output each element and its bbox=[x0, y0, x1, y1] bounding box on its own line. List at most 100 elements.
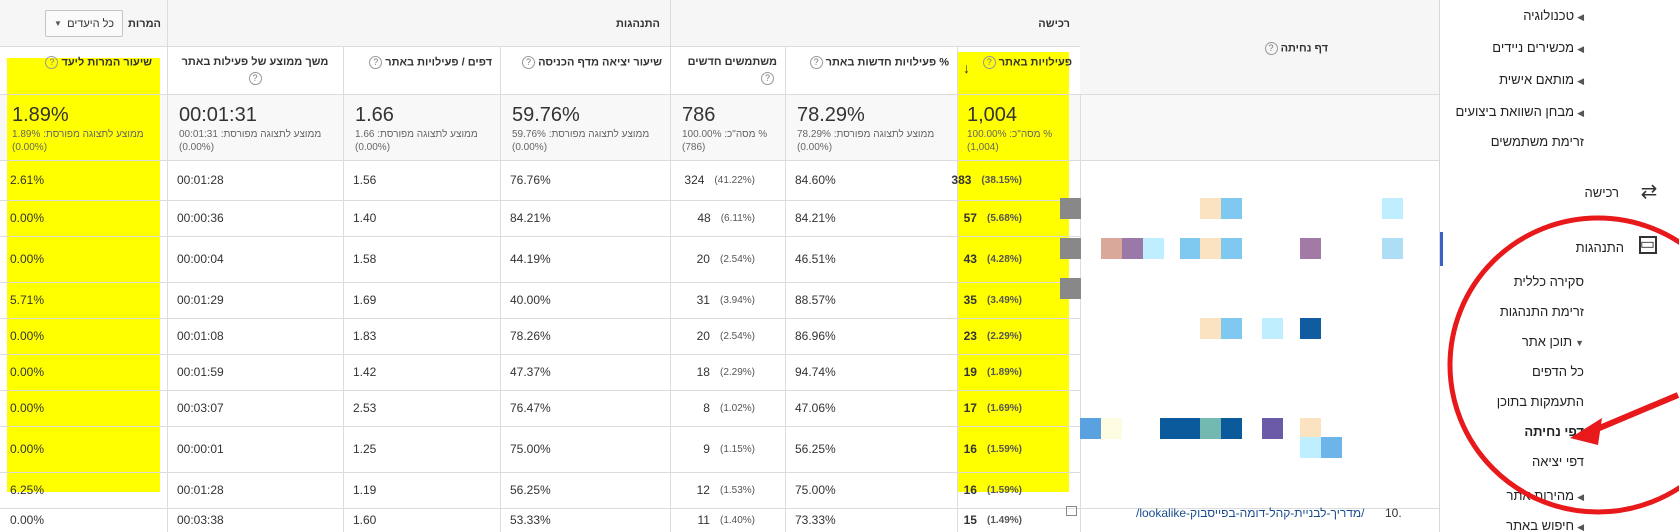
cell-new-users: 12 (1.53%) bbox=[670, 472, 785, 508]
cell-bounce: 84.21% bbox=[510, 211, 551, 225]
goal-selector-label: כל היעדים bbox=[67, 17, 114, 30]
acquisition-icon: ⇄ bbox=[1640, 181, 1658, 203]
sidebar-behavior-item-8[interactable]: ◀חיפוש באתר bbox=[1506, 518, 1584, 532]
sessions-value: 16 bbox=[963, 442, 977, 456]
column-header-goal-conversion[interactable]: שיעור המרות ליעד? bbox=[7, 46, 160, 94]
sidebar-item-2[interactable]: ◀מותאם אישית bbox=[1499, 72, 1584, 87]
cell-sessions: 43 (4.28%) bbox=[957, 236, 1080, 282]
cell-conv: 6.25% bbox=[10, 483, 45, 497]
cell-new_pct: 56.25% bbox=[795, 442, 836, 456]
summary-goal-conversion: 1.89% ממוצע לתצוגה מפורסת: 1.89% (0.00%) bbox=[12, 104, 144, 153]
summary-avg-duration: 00:01:31 ממוצע לתצוגה מפורסת: 00:01:31 (… bbox=[179, 104, 322, 153]
new-users-value: 31 bbox=[696, 293, 710, 307]
cell-pages: 1.25 bbox=[353, 442, 377, 456]
sidebar-behavior-item-6[interactable]: דפי יציאה bbox=[1532, 454, 1584, 469]
column-header-new-users[interactable]: משתמשים חדשים? bbox=[687, 56, 777, 85]
column-header-new-sessions-pct[interactable]: % פעילויות חדשות באתר? bbox=[785, 46, 957, 94]
sidebar-section-acquisition[interactable]: רכישה bbox=[1584, 185, 1620, 200]
sidebar-item-label: תוכן אתר bbox=[1521, 334, 1573, 349]
annotation-arrow bbox=[1588, 392, 1679, 435]
chevron-left-icon: ◀ bbox=[1577, 76, 1584, 86]
sessions-pct: (1.69%) bbox=[986, 402, 1022, 414]
cell-duration: 00:03:38 bbox=[177, 513, 224, 527]
cell-pages: 1.69 bbox=[353, 293, 377, 307]
sidebar-behavior-item-3[interactable]: כל הדפים bbox=[1532, 364, 1584, 379]
conversion-highlight bbox=[7, 58, 160, 492]
help-icon[interactable]: ? bbox=[1264, 42, 1278, 55]
sidebar-item-label: דפי יציאה bbox=[1532, 454, 1584, 469]
landing-page-link[interactable]: /lookalike-מדריך-לבניית-קהל-דומה-בפייסבו… bbox=[1136, 506, 1365, 520]
sidebar-item-4[interactable]: זרימת משתמשים bbox=[1491, 134, 1584, 149]
goal-selector-dropdown[interactable]: כל היעדים ▼ bbox=[45, 10, 123, 37]
sidebar-item-label: סקירה כללית bbox=[1513, 274, 1584, 289]
help-icon[interactable]: ? bbox=[761, 72, 774, 85]
sidebar-behavior-item-5[interactable]: דפי נחיתה bbox=[1524, 424, 1584, 439]
sidebar-item-label: טכנולוגיה bbox=[1523, 8, 1575, 23]
new-users-value: 20 bbox=[696, 329, 710, 343]
sessions-pct: (5.68%) bbox=[986, 212, 1022, 224]
column-header-landing-page[interactable]: דף נחיתה? bbox=[1080, 0, 1439, 94]
sidebar-section-behavior[interactable]: התנהגות bbox=[1575, 240, 1624, 255]
cell-conv: 0.00% bbox=[10, 401, 45, 415]
chevron-left-icon: ◀ bbox=[1577, 44, 1584, 54]
sidebar-item-label: מהירות אתר bbox=[1506, 488, 1575, 503]
help-icon[interactable]: ? bbox=[809, 56, 823, 69]
cell-duration: 00:03:07 bbox=[177, 401, 224, 415]
sidebar-item-label: חיפוש באתר bbox=[1506, 518, 1575, 532]
cell-sessions: 17 (1.69%) bbox=[957, 390, 1080, 426]
new-users-value: 11 bbox=[697, 513, 710, 527]
sidebar-behavior-item-1[interactable]: זרימת התנהגות bbox=[1500, 304, 1584, 319]
column-header-pages-per-session[interactable]: דפים / פעילויות באתר? bbox=[343, 46, 500, 94]
open-link-icon[interactable] bbox=[1066, 506, 1077, 516]
sessions-pct: (1.59%) bbox=[986, 443, 1022, 455]
column-header-bounce-rate[interactable]: שיעור יציאה מדף הכניסה? bbox=[500, 46, 670, 94]
sidebar-behavior-item-0[interactable]: סקירה כללית bbox=[1514, 274, 1584, 289]
sessions-pct: (38.15%) bbox=[981, 174, 1022, 186]
cell-new-users: 18 (2.29%) bbox=[670, 354, 785, 390]
cell-sessions: 57 (5.68%) bbox=[957, 200, 1080, 236]
summary-pages-per-session: 1.66 ממוצע לתצוגה מפורסת: 1.66 (0.00%) bbox=[355, 104, 478, 153]
help-icon[interactable]: ? bbox=[369, 56, 383, 69]
cell-pages: 1.19 bbox=[353, 483, 377, 497]
column-header-avg-duration[interactable]: משך ממוצע של פעילות באתר? bbox=[181, 56, 329, 85]
cell-sessions: 23 (2.29%) bbox=[957, 318, 1080, 354]
cell-bounce: 53.33% bbox=[510, 513, 551, 527]
cell-bounce: 56.25% bbox=[510, 483, 551, 497]
sidebar-behavior-item-4[interactable]: התעמקות בתוכן bbox=[1497, 394, 1584, 409]
sessions-highlight bbox=[957, 52, 1069, 492]
help-icon[interactable]: ? bbox=[982, 56, 996, 69]
new-users-value: 12 bbox=[696, 483, 710, 497]
new-users-pct: (1.02%) bbox=[719, 402, 755, 414]
cell-new-users: 8 (1.02%) bbox=[670, 390, 785, 426]
cell-duration: 00:01:59 bbox=[177, 365, 224, 379]
new-users-pct: (41.22%) bbox=[714, 174, 755, 186]
cell-new-users: 11 (1.40%) bbox=[670, 508, 785, 532]
sidebar-item-0[interactable]: ◀טכנולוגיה bbox=[1523, 8, 1584, 23]
sessions-pct: (3.49%) bbox=[986, 294, 1022, 306]
sort-descending-icon[interactable]: ↓ bbox=[963, 60, 970, 76]
chevron-left-icon: ◀ bbox=[1577, 108, 1584, 118]
sessions-value: 16 bbox=[963, 483, 977, 497]
chevron-left-icon: ◀ bbox=[1577, 12, 1584, 22]
cell-duration: 00:00:01 bbox=[177, 442, 224, 456]
cell-new-users: 324 (41.22%) bbox=[670, 160, 785, 200]
sidebar-behavior-item-7[interactable]: ◀מהירות אתר bbox=[1507, 488, 1584, 503]
summary-bounce-rate: 59.76% ממוצע לתצוגה מפורסת: 59.76% (0.00… bbox=[512, 104, 650, 153]
help-icon[interactable]: ? bbox=[248, 72, 262, 85]
cell-bounce: 76.76% bbox=[510, 173, 551, 187]
sidebar-behavior-item-2[interactable]: ▼תוכן אתר bbox=[1522, 334, 1584, 349]
sidebar-item-3[interactable]: ◀מבחן השוואת ביצועים bbox=[1455, 104, 1584, 119]
new-users-value: 48 bbox=[697, 211, 711, 225]
cell-new-users: 48 (6.11%) bbox=[670, 200, 785, 236]
group-header-conversions: המרות bbox=[128, 18, 161, 30]
chevron-down-icon: ▼ bbox=[1575, 338, 1584, 348]
help-icon[interactable]: ? bbox=[522, 56, 536, 69]
new-users-pct: (1.40%) bbox=[719, 514, 755, 526]
sessions-value: 15 bbox=[963, 513, 977, 527]
cell-bounce: 76.47% bbox=[510, 401, 551, 415]
cell-pages: 1.83 bbox=[353, 329, 377, 343]
help-icon[interactable]: ? bbox=[45, 56, 59, 69]
column-header-sessions[interactable]: פעילויות באתר? ↓ bbox=[963, 56, 1072, 76]
sidebar-item-1[interactable]: ◀מכשירים ניידים bbox=[1492, 40, 1584, 55]
sidebar-item-label: זרימת משתמשים bbox=[1490, 134, 1584, 149]
